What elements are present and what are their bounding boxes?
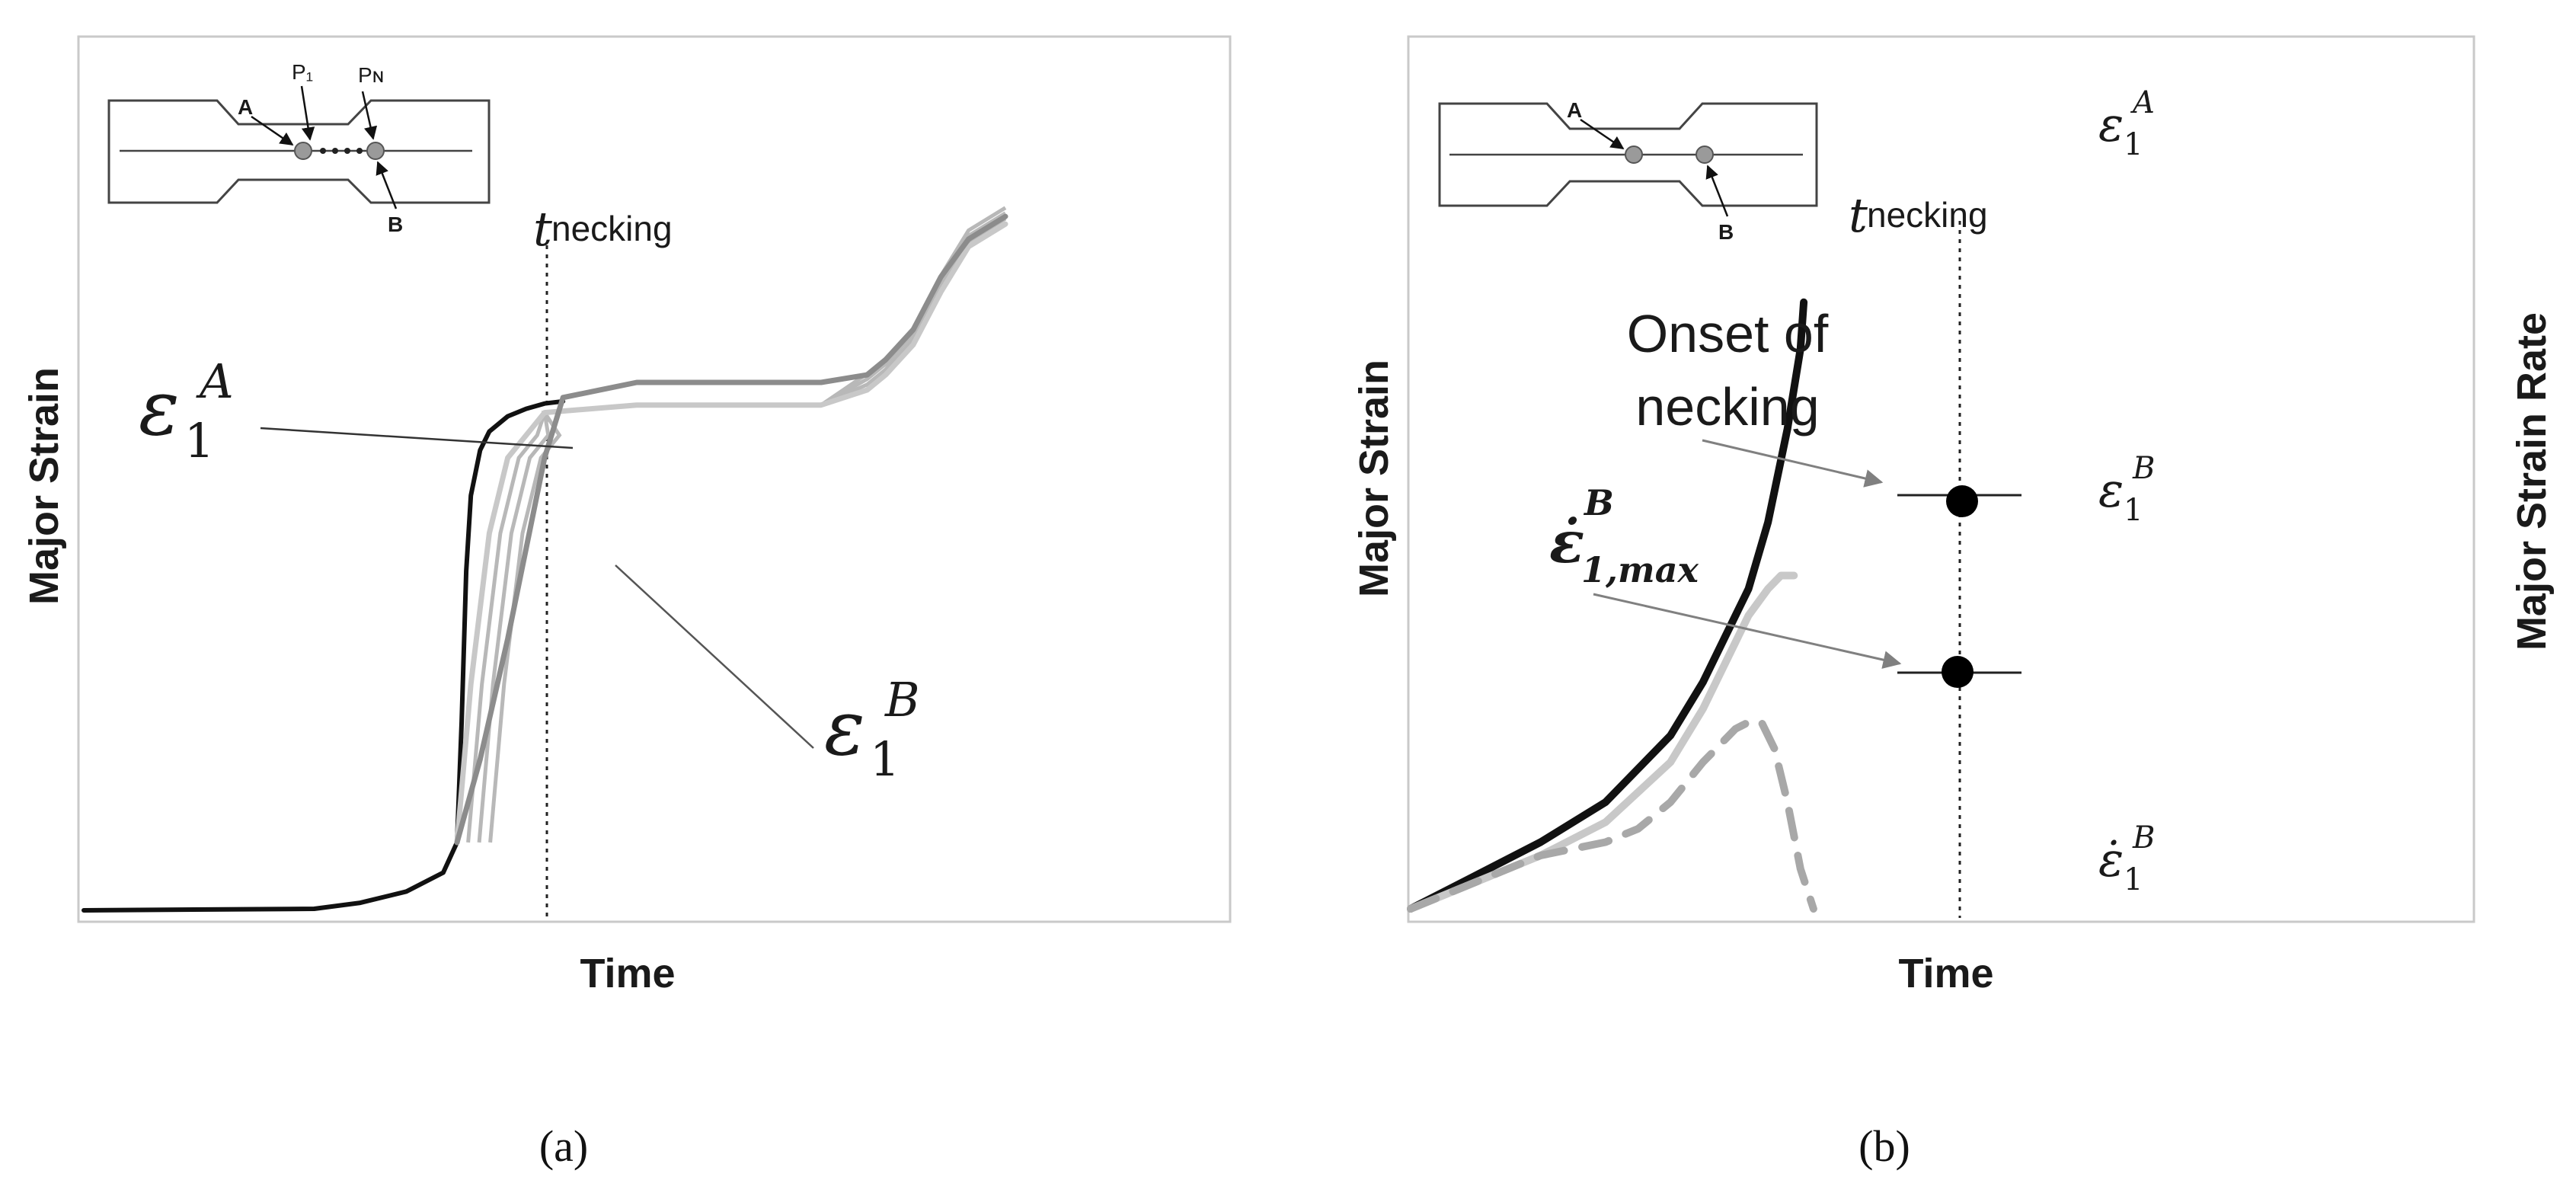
label-eps1-B-b: ε 1 B [2098, 451, 2155, 528]
leader-line-eps-a [260, 427, 574, 449]
svg-text:B: B [1583, 482, 1614, 523]
p-dot-1 [320, 148, 326, 154]
series-line-b-2 [1407, 718, 1817, 913]
svg-text:1: 1 [2124, 127, 2143, 162]
label-epsdot1-B-b: ε̇ 1 B [2098, 820, 2155, 897]
arrow-A-a [251, 115, 294, 146]
onset-annotation: Onset of necking [1627, 304, 1829, 437]
y-axis-title-a: Major Strain [21, 367, 67, 605]
svg-text:B: B [884, 672, 920, 728]
arrow-PN-a [361, 91, 378, 140]
leader-line-eps-b [615, 564, 814, 749]
svg-text:1: 1 [2124, 493, 2143, 528]
panel-label-a: (a) [539, 1121, 588, 1171]
onset-arrow [1702, 439, 1884, 488]
inset-label-PN-a: Pɴ [358, 63, 384, 87]
point-A-dot-a [294, 142, 312, 160]
series-line-a-2 [454, 213, 1008, 846]
svg-text:A: A [2130, 85, 2155, 120]
svg-text:ε: ε [824, 683, 865, 772]
inset-label-B-a: B [388, 213, 403, 236]
y-axis-title-b: Major Strain [1351, 360, 1397, 597]
x-axis-title-b: Time [1898, 951, 1993, 996]
onset-point [1946, 485, 1978, 517]
svg-text:ε̇: ε̇ [1549, 508, 1584, 576]
inset-label-P1-a: P₁ [292, 60, 313, 84]
svg-text:t: t [533, 201, 552, 257]
necking-marker-label-b: t necking [1849, 187, 1988, 243]
svg-text:A: A [196, 353, 234, 409]
point-B-dot-a [366, 142, 385, 160]
svg-text:necking: necking [1635, 377, 1819, 437]
svg-text:1: 1 [870, 731, 900, 787]
svg-text:1: 1 [2124, 862, 2143, 897]
svg-text:1: 1 [184, 413, 214, 468]
series-line-a-0 [81, 398, 566, 913]
point-A-dot-b [1625, 146, 1643, 164]
svg-text:ε: ε [2098, 462, 2124, 518]
max-rate-arrow [1593, 593, 1902, 669]
max-rate-point [1942, 656, 1974, 688]
svg-text:necking: necking [1867, 195, 1988, 235]
specimen-inset-a: A P₁ Pɴ B [107, 60, 491, 236]
svg-text:t: t [1849, 187, 1868, 243]
p-dot-2 [332, 148, 338, 154]
curves-a [81, 206, 1008, 913]
svg-text:necking: necking [551, 209, 673, 248]
y2-axis-title-b: Major Strain Rate [2509, 312, 2555, 651]
arrow-A-b [1580, 118, 1625, 150]
svg-text:B: B [2132, 451, 2155, 486]
svg-text:ε: ε [2098, 97, 2124, 152]
plot-frame-a [77, 35, 1232, 923]
max-rate-label: ε̇ 1,max B [1549, 482, 1699, 590]
p-dot-4 [356, 148, 363, 154]
svg-text:ε: ε [139, 363, 180, 452]
necking-marker-label-a: t necking [533, 201, 673, 257]
curves-b [1407, 298, 1817, 913]
svg-text:B: B [2132, 820, 2155, 855]
plot-frame-b [1407, 35, 2475, 923]
x-axis-title-a: Time [580, 951, 675, 996]
inset-label-B-b: B [1718, 220, 1734, 244]
inset-label-A-b: A [1567, 98, 1582, 122]
svg-text:Onset of: Onset of [1627, 304, 1829, 363]
series-line-a-1 [454, 221, 1008, 846]
panel-b: Major Strain Major Strain Rate Time t ne… [1351, 35, 2555, 1171]
arrow-B-a [376, 161, 398, 209]
specimen-inset-b: A B [1438, 98, 1818, 244]
arrow-B-b [1705, 165, 1729, 217]
svg-text:1,max: 1,max [1581, 549, 1699, 590]
label-eps1-B-a: ε 1 B [824, 672, 920, 787]
arrow-P1-a [300, 85, 315, 141]
p-dot-3 [344, 148, 350, 154]
label-eps1-A-a: ε 1 A [139, 353, 234, 468]
label-eps1-A-b: ε 1 A [2098, 85, 2155, 162]
series-line-b-0 [1407, 298, 1808, 913]
panel-a: Major Strain Time t necking ε 1 A ε 1 B [21, 35, 1232, 1171]
svg-text:ε̇: ε̇ [2098, 832, 2124, 887]
panel-label-b: (b) [1858, 1121, 1910, 1171]
point-B-dot-b [1695, 146, 1714, 164]
inset-label-A-a: A [238, 95, 253, 119]
